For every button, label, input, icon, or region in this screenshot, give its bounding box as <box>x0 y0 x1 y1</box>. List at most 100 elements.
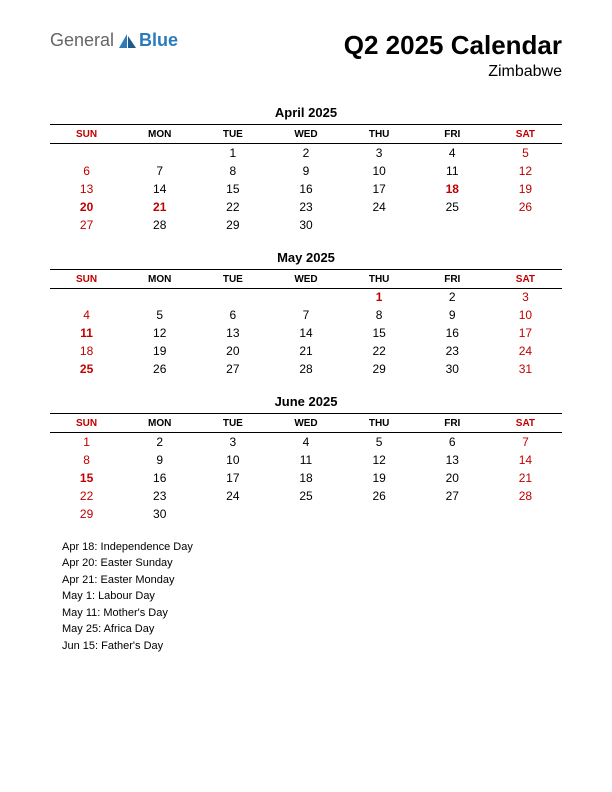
day-cell: 29 <box>343 360 416 378</box>
day-cell: 20 <box>50 198 123 216</box>
month-block: June 2025SUNMONTUEWEDTHUFRISAT1234567891… <box>50 394 562 523</box>
day-cell: 2 <box>123 433 196 451</box>
table-row: 11121314151617 <box>50 324 562 342</box>
day-cell: 14 <box>269 324 342 342</box>
day-cell: 9 <box>123 451 196 469</box>
day-cell: 12 <box>489 162 562 180</box>
holiday-entry: May 11: Mother's Day <box>62 605 562 622</box>
day-cell <box>269 505 342 523</box>
day-cell: 4 <box>50 306 123 324</box>
table-row: 45678910 <box>50 306 562 324</box>
day-cell: 18 <box>269 469 342 487</box>
calendar-table: SUNMONTUEWEDTHUFRISAT1234567891011121314… <box>50 269 562 379</box>
day-cell: 26 <box>123 360 196 378</box>
holiday-entry: Apr 21: Easter Monday <box>62 572 562 589</box>
day-cell: 10 <box>489 306 562 324</box>
page-subtitle: Zimbabwe <box>344 63 562 81</box>
day-cell: 9 <box>416 306 489 324</box>
month-title: April 2025 <box>50 105 562 120</box>
day-cell: 21 <box>269 342 342 360</box>
day-cell: 23 <box>416 342 489 360</box>
day-cell: 25 <box>416 198 489 216</box>
day-header: THU <box>343 269 416 288</box>
day-cell: 23 <box>123 487 196 505</box>
table-row: 13141516171819 <box>50 180 562 198</box>
day-cell: 6 <box>196 306 269 324</box>
day-cell: 3 <box>489 288 562 306</box>
month-title: June 2025 <box>50 394 562 409</box>
table-row: 1234567 <box>50 433 562 451</box>
day-cell <box>343 216 416 234</box>
day-cell: 11 <box>50 324 123 342</box>
day-cell: 17 <box>196 469 269 487</box>
day-cell: 28 <box>123 216 196 234</box>
day-cell: 24 <box>196 487 269 505</box>
day-cell <box>416 216 489 234</box>
day-cell: 11 <box>269 451 342 469</box>
table-row: 12345 <box>50 144 562 162</box>
day-cell: 15 <box>343 324 416 342</box>
day-header: TUE <box>196 414 269 433</box>
day-cell <box>123 144 196 162</box>
day-header: THU <box>343 125 416 144</box>
day-header: SAT <box>489 125 562 144</box>
day-cell: 11 <box>416 162 489 180</box>
day-cell: 10 <box>196 451 269 469</box>
day-header: SUN <box>50 125 123 144</box>
day-cell: 25 <box>269 487 342 505</box>
day-cell <box>269 288 342 306</box>
holiday-list: Apr 18: Independence DayApr 20: Easter S… <box>50 539 562 655</box>
day-cell: 22 <box>343 342 416 360</box>
day-header: WED <box>269 269 342 288</box>
calendar-table: SUNMONTUEWEDTHUFRISAT1234567891011121314… <box>50 413 562 523</box>
table-row: 22232425262728 <box>50 487 562 505</box>
day-cell <box>343 505 416 523</box>
day-cell: 17 <box>489 324 562 342</box>
table-row: 6789101112 <box>50 162 562 180</box>
day-cell: 16 <box>123 469 196 487</box>
day-cell: 16 <box>269 180 342 198</box>
day-cell: 20 <box>416 469 489 487</box>
day-cell: 12 <box>123 324 196 342</box>
day-cell <box>489 505 562 523</box>
day-cell: 22 <box>196 198 269 216</box>
day-cell: 15 <box>50 469 123 487</box>
holiday-entry: Apr 18: Independence Day <box>62 539 562 556</box>
day-cell: 13 <box>50 180 123 198</box>
day-header: MON <box>123 269 196 288</box>
day-cell: 30 <box>123 505 196 523</box>
day-cell: 3 <box>343 144 416 162</box>
table-row: 2930 <box>50 505 562 523</box>
day-cell: 30 <box>416 360 489 378</box>
logo-sail-icon <box>119 34 137 48</box>
day-cell: 1 <box>196 144 269 162</box>
day-cell: 3 <box>196 433 269 451</box>
day-cell: 7 <box>269 306 342 324</box>
day-header: SAT <box>489 269 562 288</box>
day-cell: 6 <box>416 433 489 451</box>
day-cell: 29 <box>50 505 123 523</box>
day-cell: 30 <box>269 216 342 234</box>
day-cell: 13 <box>196 324 269 342</box>
day-cell <box>416 505 489 523</box>
day-cell: 20 <box>196 342 269 360</box>
day-cell: 31 <box>489 360 562 378</box>
day-cell: 14 <box>489 451 562 469</box>
day-cell: 25 <box>50 360 123 378</box>
holiday-entry: Jun 15: Father's Day <box>62 638 562 655</box>
table-row: 20212223242526 <box>50 198 562 216</box>
day-cell <box>196 505 269 523</box>
table-row: 123 <box>50 288 562 306</box>
day-cell: 8 <box>343 306 416 324</box>
day-cell: 19 <box>123 342 196 360</box>
day-cell: 28 <box>269 360 342 378</box>
day-cell: 18 <box>416 180 489 198</box>
day-cell: 26 <box>489 198 562 216</box>
day-cell: 26 <box>343 487 416 505</box>
day-cell: 28 <box>489 487 562 505</box>
day-cell: 2 <box>416 288 489 306</box>
holiday-entry: May 25: Africa Day <box>62 621 562 638</box>
day-cell: 8 <box>196 162 269 180</box>
table-row: 18192021222324 <box>50 342 562 360</box>
day-cell: 9 <box>269 162 342 180</box>
